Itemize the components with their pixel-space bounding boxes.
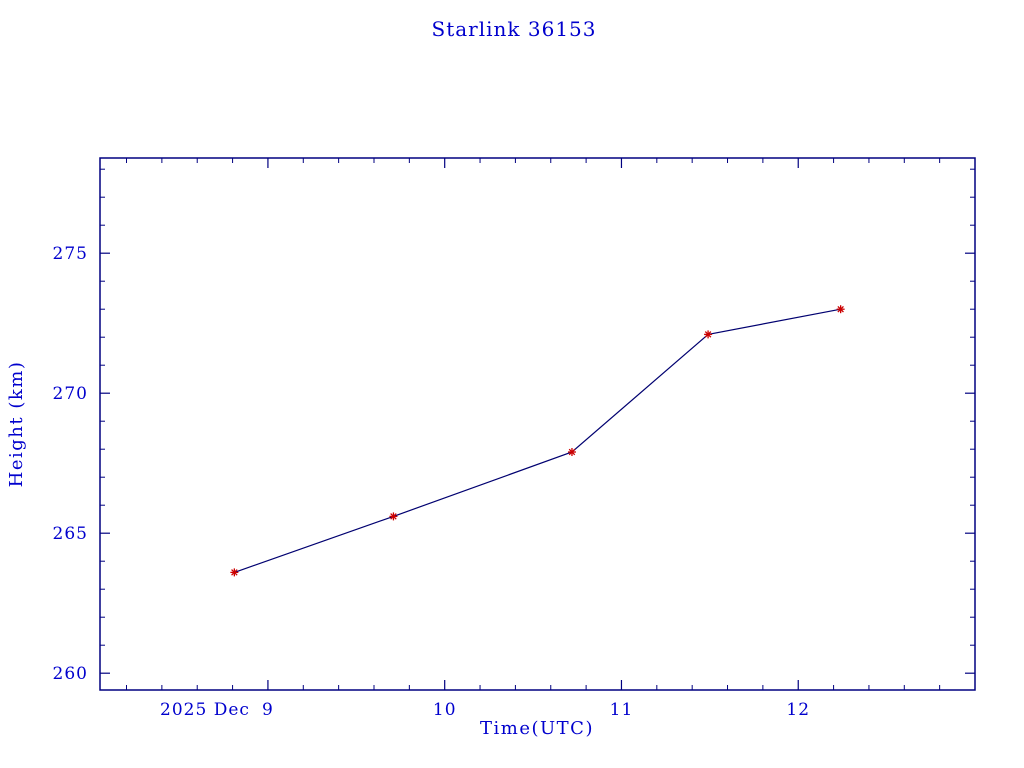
data-point-marker xyxy=(390,513,397,520)
chart-title: Starlink 36153 xyxy=(432,17,597,41)
y-tick-label: 270 xyxy=(53,384,88,404)
x-tick-label: 11 xyxy=(610,700,634,720)
x-axis-date-label: 2025 Dec xyxy=(160,700,250,720)
y-tick-label: 260 xyxy=(53,664,88,684)
x-tick-label: 12 xyxy=(786,700,810,720)
data-point-marker xyxy=(568,448,576,456)
plot-area: 260 265 270 275 9 10 11 12 2025 Dec xyxy=(53,157,976,720)
x-tick-label: 9 xyxy=(262,700,274,720)
x-axis-label: Time(UTC) xyxy=(480,718,594,739)
data-line xyxy=(234,308,841,573)
x-tick-label: 10 xyxy=(433,700,457,720)
data-point-marker xyxy=(231,569,238,576)
y-tick-label: 275 xyxy=(53,244,88,264)
data-point-marker xyxy=(837,305,844,313)
plot-frame xyxy=(99,157,976,691)
y-axis-label: Height (km) xyxy=(6,361,27,488)
data-point-marker xyxy=(704,331,712,338)
y-tick-label: 265 xyxy=(53,524,88,544)
